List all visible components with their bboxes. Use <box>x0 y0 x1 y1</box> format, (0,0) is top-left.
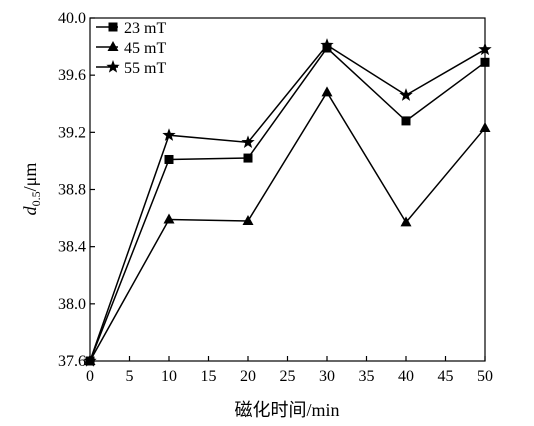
x-tick-label: 10 <box>161 368 177 385</box>
series-3-star-marker <box>320 38 334 51</box>
x-tick-label: 30 <box>319 368 335 385</box>
series-1-square-marker <box>164 154 174 164</box>
series-lines <box>89 44 486 362</box>
legend-label-1: 23 mT <box>124 20 166 37</box>
x-tick-label: 15 <box>201 368 217 385</box>
axis-ticks: 0 5 10 15 20 25 30 35 40 45 50 37.6 38.0 38.4 38.8 39.2… <box>58 10 493 385</box>
x-tick-label: 20 <box>240 368 256 385</box>
series-3-star-marker <box>241 135 255 148</box>
legend-square-marker <box>108 22 118 32</box>
legend-label-3: 55 mT <box>124 60 166 77</box>
series-line-2 <box>89 90 486 362</box>
series-2-triangle-marker <box>242 214 254 225</box>
series-2-triangle-marker <box>163 213 175 224</box>
x-tick-label: 35 <box>359 368 375 385</box>
x-tick-label: 0 <box>86 368 94 385</box>
series-1-square-marker <box>243 153 253 163</box>
series-2-triangle-marker <box>400 216 412 227</box>
series-1-square-marker <box>401 116 411 126</box>
y-tick-label: 38.0 <box>58 296 86 313</box>
series-3-star-marker <box>83 354 97 367</box>
y-axis-title-main: d <box>20 205 40 215</box>
series-line-3 <box>89 44 486 362</box>
series-3-star-marker <box>478 42 492 56</box>
y-axis-title: d0.5/μm <box>20 163 43 216</box>
legend: 23 mT 45 mT 55 mT <box>96 20 166 77</box>
y-tick-label: 38.8 <box>58 182 86 199</box>
series-3-star-marker <box>162 128 176 141</box>
y-axis-title-subscript: 0.5 <box>29 191 43 206</box>
y-tick-label: 38.4 <box>58 239 86 256</box>
legend-star-marker <box>106 60 120 73</box>
series-line-1 <box>89 46 486 362</box>
y-tick-label: 40.0 <box>58 10 86 27</box>
x-tick-label: 50 <box>477 368 493 385</box>
legend-triangle-marker <box>107 41 119 51</box>
series-3-star-marker <box>399 88 413 101</box>
series-2-triangle-marker <box>321 86 333 97</box>
x-tick-label: 45 <box>438 368 454 385</box>
y-tick-label: 39.2 <box>58 124 86 141</box>
legend-label-2: 45 mT <box>124 40 166 57</box>
series-1-square-marker <box>480 57 490 67</box>
x-tick-label: 5 <box>126 368 134 385</box>
x-tick-label: 40 <box>398 368 414 385</box>
series-2-triangle-marker <box>479 122 491 133</box>
y-axis-title-unit: /μm <box>20 163 40 192</box>
series-markers <box>83 38 492 367</box>
x-tick-label: 25 <box>280 368 296 385</box>
y-tick-label: 39.6 <box>58 67 86 84</box>
y-tick-label: 37.6 <box>58 353 86 370</box>
x-axis-title: 磁化时间/min <box>234 400 339 420</box>
